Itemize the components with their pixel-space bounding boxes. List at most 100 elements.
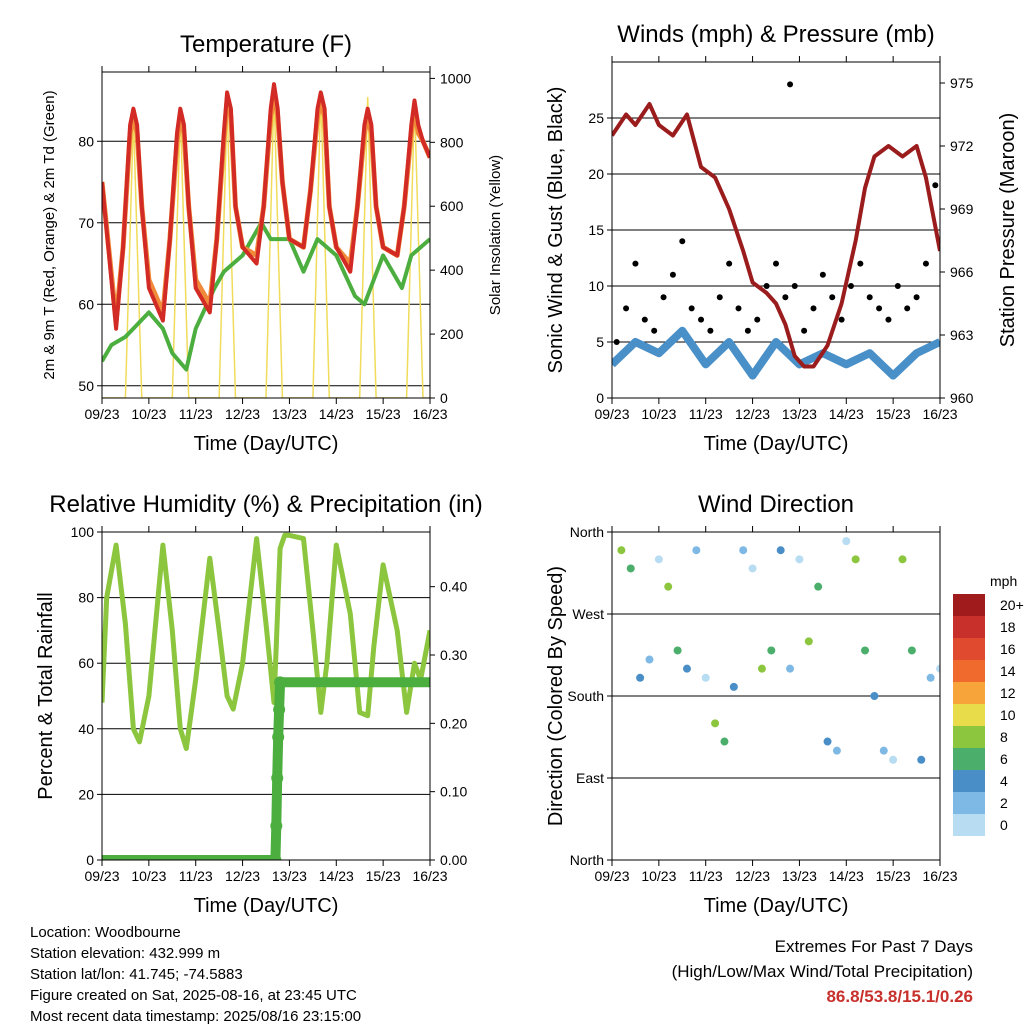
y-tick-label: 60 [78,655,94,671]
gust-point [754,316,761,323]
y-tick-label: South [567,688,604,704]
x-tick-label: 10/23 [641,868,676,884]
wind-direction-point [729,682,738,691]
panel-1: Temperature (F)5060708002004006008001000… [41,31,504,455]
wind-direction-point [682,664,691,673]
wind-direction-point [832,746,841,755]
legend-swatch [953,792,985,814]
y-right-axis-label: Solar Insolation (Yellow) [487,155,504,315]
wind-direction-point [739,546,748,555]
legend-swatch [953,594,985,616]
gust-point [801,327,808,334]
gust-point [847,283,854,289]
wind-direction-point [870,692,879,700]
temperature-2m-line [102,82,430,331]
x-tick-label: 13/23 [782,868,817,884]
y-right-tick-label: 0.40 [440,579,467,595]
y-tick-label: North [570,524,604,540]
x-tick-label: 13/23 [272,406,307,422]
x-tick-label: 11/23 [689,868,723,884]
wind-direction-point [898,555,907,564]
y-right-tick-label: 0.10 [440,784,467,800]
y-tick-label: East [576,770,604,786]
x-tick-label: 15/23 [876,406,911,422]
wind-direction-point [776,546,785,555]
x-tick-label: 11/23 [689,406,723,422]
y-right-tick-label: 966 [950,264,974,280]
precipitation-point [274,676,287,689]
wind-direction-point [664,582,673,591]
x-axis-label: Time (Day/UTC) [194,433,339,455]
panel-4: Wind DirectionNorthEastSouthWestNorth09/… [545,491,1024,917]
wind-direction-point [804,637,813,646]
gust-point [679,238,686,245]
gust-point [787,81,794,88]
x-tick-label: 11/23 [179,868,213,884]
y-right-tick-label: 0.00 [440,852,467,868]
x-tick-label: 15/23 [366,406,401,422]
x-tick-label: 09/23 [594,868,629,884]
gust-point [623,305,630,312]
y-tick-label: 80 [78,590,94,606]
x-tick-label: 09/23 [84,406,119,422]
precipitation-point [273,703,286,716]
gust-point [698,316,705,323]
precipitation-point [271,772,284,784]
y-axis-label: Sonic Wind & Gust (Blue, Black) [545,87,567,374]
precipitation-point [270,819,283,832]
wind-direction-point [748,564,757,573]
plot-area [612,81,940,380]
legend-label: 2 [1000,795,1008,811]
x-tick-label: 09/23 [84,868,119,884]
legend-title: mph [990,573,1017,589]
x-tick-label: 14/23 [319,868,354,884]
legend-label: 10 [1000,707,1016,723]
x-tick-label: 15/23 [366,868,401,884]
y-tick-label: 10 [588,278,604,294]
wind-direction-point [842,537,851,546]
wind-direction-point [636,673,645,682]
wind-direction-point [720,737,729,746]
station-latlon: Station lat/lon: 41.745; -74.5883 [30,966,243,983]
extremes-heading: Extremes For Past 7 Days [774,937,973,956]
legend-swatch [953,770,985,792]
station-info: Location: Woodbourne Station elevation: … [30,922,361,1027]
wind-direction-point [673,646,682,655]
gust-point [819,271,826,278]
gust-point [876,305,883,312]
wind-direction-point [917,755,926,764]
y-tick-label: West [572,606,604,622]
y-right-tick-label: 600 [440,198,464,214]
gust-point [716,294,723,301]
legend-label: 12 [1000,685,1016,701]
gust-point [707,327,714,334]
wind-direction-point [786,664,795,673]
gust-point [894,283,901,289]
legend-swatch [953,726,985,748]
plot-area [617,537,940,764]
plot-area [102,82,430,398]
legend-label: 20+ [1000,597,1024,613]
figure-created: Figure created on Sat, 2025-08-16, at 23… [30,987,357,1004]
y-right-tick-label: 963 [950,327,974,343]
wind-direction-point [701,673,710,682]
extremes-values: 86.8/53.8/15.1/0.26 [826,987,973,1006]
x-tick-label: 12/23 [225,406,260,422]
y-right-tick-label: 1000 [440,70,471,86]
chart-title: Wind Direction [698,491,854,518]
y-tick-label: 5 [596,334,604,350]
x-tick-label: 13/23 [782,406,817,422]
legend-swatch [953,748,985,770]
recent-timestamp: Most recent data timestamp: 2025/08/16 2… [30,1008,362,1025]
gust-point [829,294,836,301]
y-tick-label: 20 [588,166,604,182]
gust-point [791,283,798,289]
plot-area [102,532,430,860]
precipitation-line [102,677,430,860]
y-tick-label: 70 [78,215,94,231]
y-right-tick-label: 0.20 [440,715,467,731]
panel-2: Winds (mph) & Pressure (mb) 0 5 10 15 20 25 960… [545,21,1019,455]
y-axis-label: Direction (Colored By Speed) [545,566,567,826]
y-axis-label: Percent & Total Rainfall [35,592,57,800]
y-tick-label: North [570,852,604,868]
